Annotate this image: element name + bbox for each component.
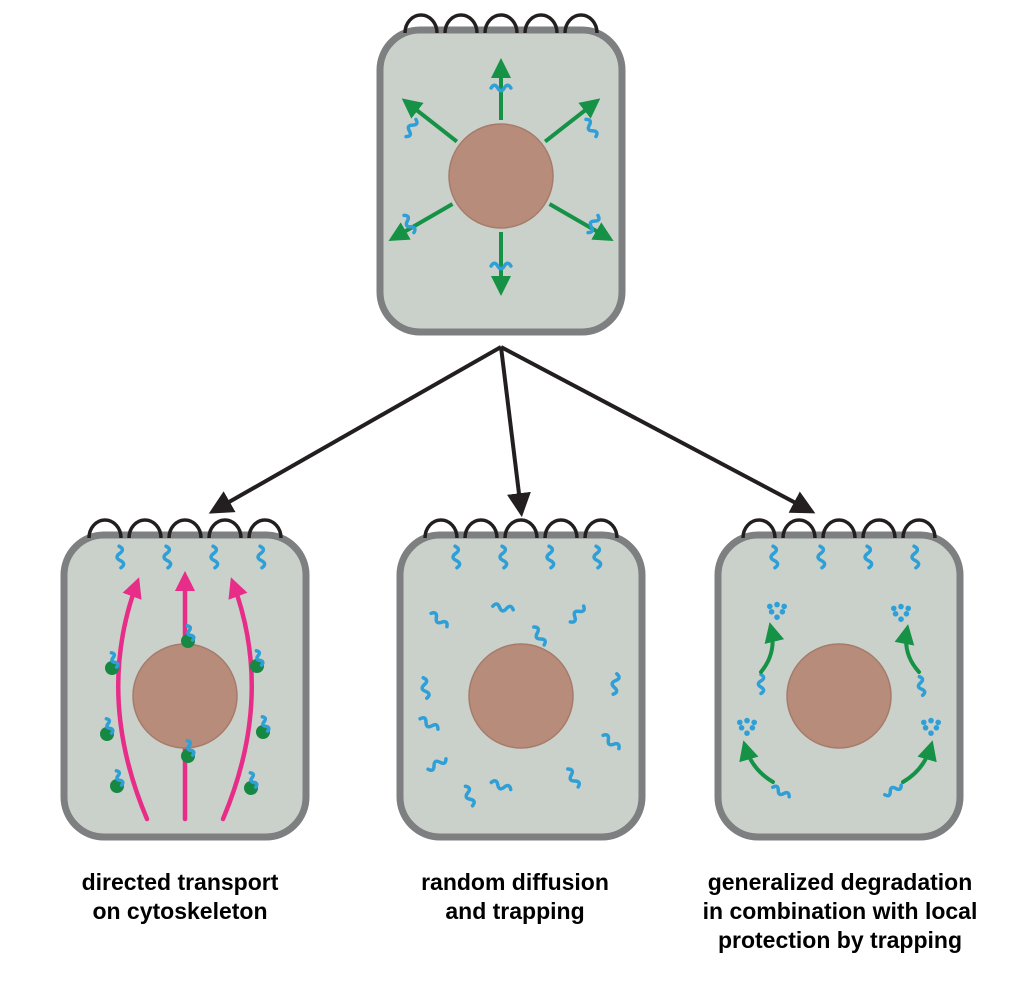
diagram-svg <box>0 0 1023 1000</box>
caption-right: generalized degradationin combination wi… <box>680 868 1000 954</box>
caption-left: directed transporton cytoskeleton <box>50 868 310 926</box>
caption-center: random diffusionand trapping <box>380 868 650 926</box>
diagram-container: directed transporton cytoskeleton random… <box>0 0 1023 1000</box>
